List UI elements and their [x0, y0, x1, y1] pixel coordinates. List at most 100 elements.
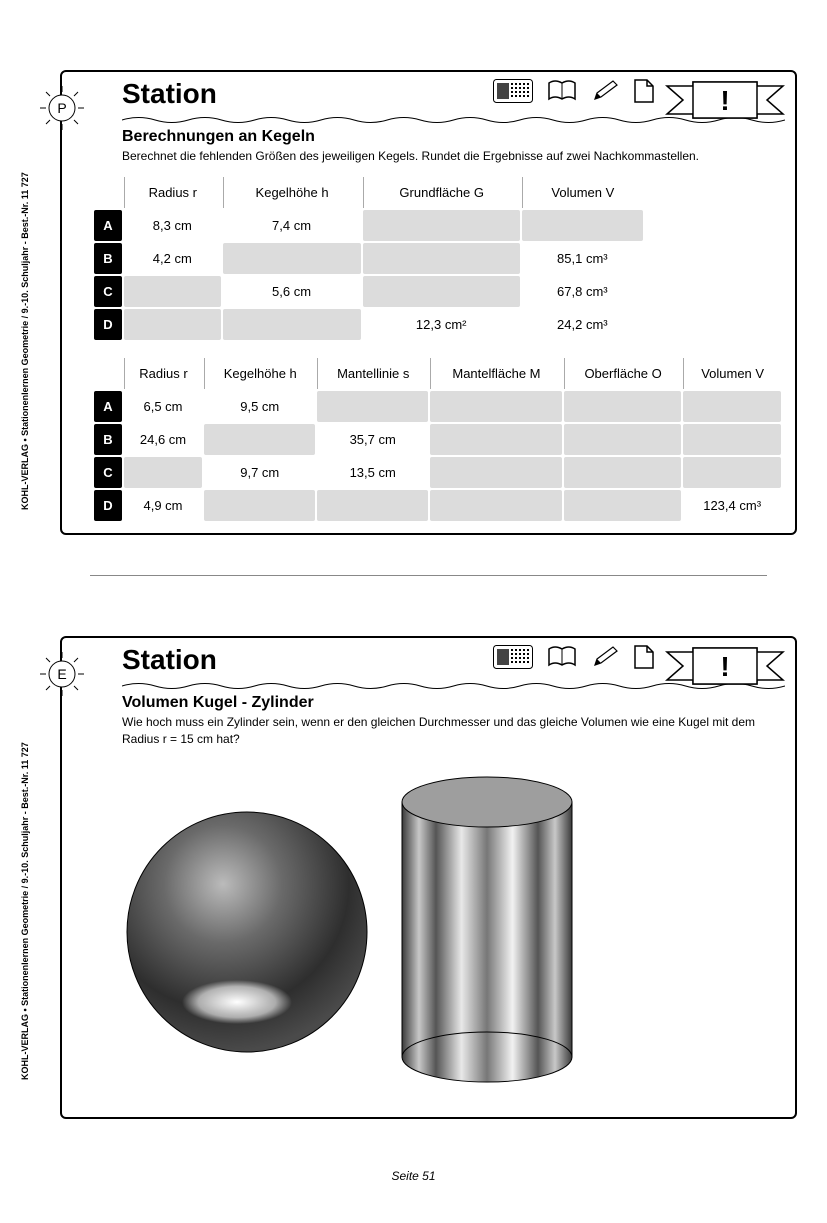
sidebar-publisher-top: KOHL-VERLAG • Stationenlernen Geometrie …	[20, 90, 30, 510]
cone-table-2: Radius rKegelhöhe hMantellinie sMantelfl…	[92, 356, 783, 523]
cell	[522, 210, 643, 241]
cell	[363, 210, 520, 241]
cell: 6,5 cm	[124, 391, 202, 422]
calculator-icon	[493, 79, 533, 103]
cell: 67,8 cm³	[522, 276, 643, 307]
cylinder-shape	[392, 767, 582, 1087]
cell	[430, 457, 562, 488]
cell	[223, 309, 361, 340]
cell	[363, 243, 520, 274]
cell	[430, 424, 562, 455]
shapes-area	[62, 757, 795, 1107]
cell: 9,5 cm	[204, 391, 315, 422]
book-icon	[547, 645, 577, 669]
row-label: A	[94, 391, 122, 422]
page-icon	[633, 644, 655, 670]
table-row: A6,5 cm9,5 cm	[94, 391, 781, 422]
station-title-2: Station	[122, 644, 217, 676]
cell	[317, 490, 427, 521]
cell	[124, 457, 202, 488]
col-header: Mantelfläche M	[430, 358, 562, 389]
col-header: Mantellinie s	[317, 358, 427, 389]
cell: 24,2 cm³	[522, 309, 643, 340]
col-header: Kegelhöhe h	[223, 177, 361, 208]
station-title: Station	[122, 78, 217, 110]
table-row: D4,9 cm 123,4 cm³	[94, 490, 781, 521]
cell: 9,7 cm	[204, 457, 315, 488]
table-row: B4,2 cm 85,1 cm³	[94, 243, 643, 274]
table2-wrap: Radius rKegelhöhe hMantellinie sMantelfl…	[62, 356, 795, 523]
row-label: C	[94, 276, 122, 307]
cell	[564, 490, 681, 521]
cell	[317, 391, 427, 422]
cell: 12,3 cm²	[363, 309, 520, 340]
cell	[683, 457, 781, 488]
tool-icons	[493, 78, 655, 104]
col-header: Grundfläche G	[363, 177, 520, 208]
cell: 4,2 cm	[124, 243, 221, 274]
cell	[204, 424, 315, 455]
table-row: A8,3 cm7,4 cm	[94, 210, 643, 241]
sidebar-publisher-bottom: KOHL-VERLAG • Stationenlernen Geometrie …	[20, 660, 30, 1080]
cell	[564, 391, 681, 422]
cell	[564, 457, 681, 488]
cell: 85,1 cm³	[522, 243, 643, 274]
page-separator	[90, 575, 767, 576]
card-header: Station	[62, 72, 795, 110]
row-label: A	[94, 210, 122, 241]
cell	[124, 276, 221, 307]
page-icon	[633, 78, 655, 104]
col-header: Radius r	[124, 358, 202, 389]
row-label: C	[94, 457, 122, 488]
tool-icons-2	[493, 644, 655, 670]
cell: 13,5 cm	[317, 457, 427, 488]
cell: 123,4 cm³	[683, 490, 781, 521]
cell	[223, 243, 361, 274]
subtitle: Berechnungen an Kegeln	[62, 128, 795, 146]
cell	[430, 391, 562, 422]
col-header: Kegelhöhe h	[204, 358, 315, 389]
card-header-2: Station	[62, 638, 795, 676]
col-header: Volumen V	[522, 177, 643, 208]
row-label: B	[94, 243, 122, 274]
page-footer: Seite 51	[30, 1159, 797, 1193]
row-label: D	[94, 490, 122, 521]
cell: 5,6 cm	[223, 276, 361, 307]
sphere-shape	[122, 787, 372, 1067]
col-header: Radius r	[124, 177, 221, 208]
instruction-2: Wie hoch muss ein Zylinder sein, wenn er…	[62, 712, 795, 758]
table1-wrap: Radius rKegelhöhe hGrundfläche GVolumen …	[62, 175, 795, 342]
col-header	[94, 358, 122, 389]
col-header: Oberfläche O	[564, 358, 681, 389]
calculator-icon	[493, 645, 533, 669]
station-card-p: P ! Station Berechnungen an Kegeln Berec…	[60, 70, 797, 535]
col-header	[94, 177, 122, 208]
col-header: Volumen V	[683, 358, 781, 389]
cell: 8,3 cm	[124, 210, 221, 241]
pencil-icon	[591, 79, 619, 103]
cell: 7,4 cm	[223, 210, 361, 241]
cell	[124, 309, 221, 340]
cell	[363, 276, 520, 307]
cell: 4,9 cm	[124, 490, 202, 521]
subtitle-2: Volumen Kugel - Zylinder	[62, 694, 795, 712]
row-label: B	[94, 424, 122, 455]
cone-table-1: Radius rKegelhöhe hGrundfläche GVolumen …	[92, 175, 645, 342]
instruction: Berechnet die fehlenden Größen des jewei…	[62, 146, 795, 175]
table-row: C 9,7 cm13,5 cm	[94, 457, 781, 488]
cell	[204, 490, 315, 521]
pencil-icon	[591, 645, 619, 669]
table-row: C 5,6 cm 67,8 cm³	[94, 276, 643, 307]
cell	[430, 490, 562, 521]
table-row: D 12,3 cm²24,2 cm³	[94, 309, 643, 340]
book-icon	[547, 79, 577, 103]
station-card-e: E ! Station Volumen Kugel - Zylinder Wie…	[60, 636, 797, 1120]
table-row: B24,6 cm 35,7 cm	[94, 424, 781, 455]
cell: 24,6 cm	[124, 424, 202, 455]
row-label: D	[94, 309, 122, 340]
cell: 35,7 cm	[317, 424, 427, 455]
cell	[683, 391, 781, 422]
page: KOHL-VERLAG • Stationenlernen Geometrie …	[0, 0, 827, 1223]
cell	[564, 424, 681, 455]
cell	[683, 424, 781, 455]
